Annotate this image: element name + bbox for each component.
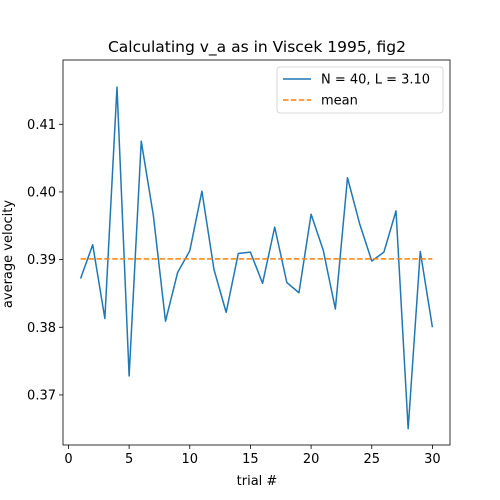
chart-title: Calculating v_a as in Viscek 1995, fig2 [108,38,406,57]
x-tick-label: 0 [64,452,72,467]
series-line-1 [79,86,434,430]
x-tick-label: 25 [363,452,380,467]
y-tick-label: 0.41 [27,118,56,133]
x-tick-label: 15 [242,452,259,467]
x-tick-label: 20 [303,452,320,467]
legend-entry-1: N = 40, L = 3.10 [321,73,430,88]
y-tick-label: 0.39 [27,253,56,268]
y-axis-label: average velocity [1,200,16,308]
legend-entry-2: mean [321,94,358,109]
axes-frame [62,59,451,446]
x-tick-label: 30 [424,452,441,467]
x-tick-label: 10 [182,452,199,467]
legend: N = 40, L = 3.10 mean [276,66,444,114]
plot-area: 0 5 10 15 20 25 30 0.37 0.38 0.39 0.40 0.41 [27,59,451,467]
y-tick-label: 0.40 [27,185,56,200]
y-tick-label: 0.37 [27,388,56,403]
x-axis-label: trial # [237,474,278,489]
x-tick-label: 5 [125,452,133,467]
legend-box [276,66,444,114]
y-tick-label: 0.38 [27,321,56,336]
